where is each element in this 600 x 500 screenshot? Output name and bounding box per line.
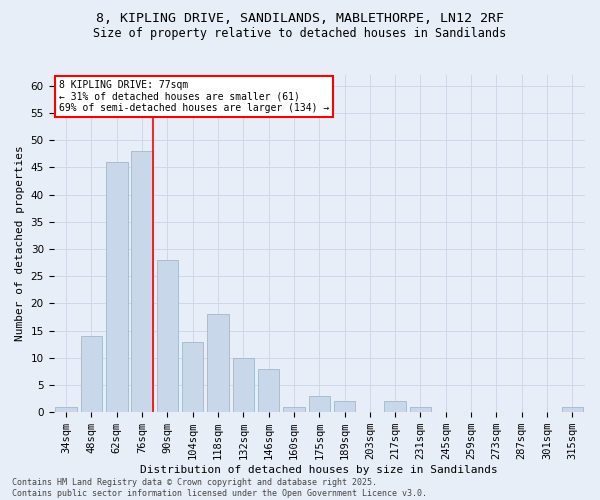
Y-axis label: Number of detached properties: Number of detached properties	[15, 146, 25, 342]
Bar	[283, 407, 305, 412]
Bar	[106, 162, 128, 412]
Bar	[131, 151, 153, 412]
Bar	[81, 336, 102, 412]
Text: 8 KIPLING DRIVE: 77sqm
← 31% of detached houses are smaller (61)
69% of semi-det: 8 KIPLING DRIVE: 77sqm ← 31% of detached…	[59, 80, 329, 114]
Bar	[334, 402, 355, 412]
Bar	[207, 314, 229, 412]
Text: 8, KIPLING DRIVE, SANDILANDS, MABLETHORPE, LN12 2RF: 8, KIPLING DRIVE, SANDILANDS, MABLETHORP…	[96, 12, 504, 26]
Bar	[233, 358, 254, 412]
Bar	[55, 407, 77, 412]
Bar	[385, 402, 406, 412]
Bar	[182, 342, 203, 412]
Bar	[157, 260, 178, 412]
Bar	[258, 368, 280, 412]
Text: Size of property relative to detached houses in Sandilands: Size of property relative to detached ho…	[94, 28, 506, 40]
Bar	[410, 407, 431, 412]
X-axis label: Distribution of detached houses by size in Sandilands: Distribution of detached houses by size …	[140, 465, 498, 475]
Bar	[308, 396, 330, 412]
Bar	[562, 407, 583, 412]
Text: Contains HM Land Registry data © Crown copyright and database right 2025.
Contai: Contains HM Land Registry data © Crown c…	[12, 478, 427, 498]
